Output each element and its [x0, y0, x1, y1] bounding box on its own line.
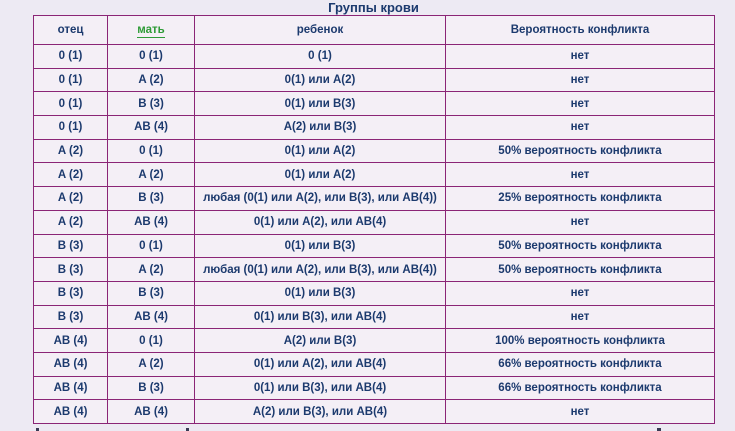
cell-child: A(2) или B(3), или AB(4) — [194, 399, 446, 424]
cell-child: любая (0(1) или A(2), или B(3), или AB(4… — [194, 257, 446, 282]
cell-father: B (3) — [33, 280, 108, 306]
cell-child: любая (0(1) или A(2), или B(3), или AB(4… — [194, 186, 446, 211]
cell-conflict: нет — [445, 44, 715, 69]
cell-conflict: 66% вероятность конфликта — [445, 351, 715, 377]
cell-conflict: нет — [445, 399, 715, 424]
cell-father: AB (4) — [33, 375, 108, 401]
table-row: AB (4) B (3) 0(1) или B(3), или AB(4) 66% в… — [33, 375, 715, 401]
cell-mother: 0 (1) — [107, 138, 195, 164]
cell-conflict: 50% вероятность конфликта — [445, 138, 715, 164]
cell-child: A(2) или B(3) — [194, 115, 446, 140]
table-row: 0 (1) B (3) 0(1) или B(3) нет — [33, 91, 715, 117]
cell-father: AB (4) — [33, 351, 108, 377]
cell-child: 0(1) или A(2) — [194, 138, 446, 164]
cell-father: A (2) — [33, 186, 108, 211]
table-row: B (3) 0 (1) 0(1) или B(3) 50% вероятность к… — [33, 233, 715, 259]
cell-conflict: нет — [445, 280, 715, 306]
table-row: A (2) 0 (1) 0(1) или A(2) 50% вероятность к… — [33, 138, 715, 164]
cell-father: A (2) — [33, 138, 108, 164]
cell-child: 0(1) или B(3) — [194, 233, 446, 259]
cell-child: 0(1) или A(2), или AB(4) — [194, 209, 446, 235]
mother-link[interactable]: мать — [137, 24, 165, 38]
cell-conflict: нет — [445, 162, 715, 188]
cell-conflict: 66% вероятность конфликта — [445, 375, 715, 401]
cell-child: 0(1) или A(2), или AB(4) — [194, 351, 446, 377]
header-mother: мать — [107, 15, 195, 45]
cell-father: 0 (1) — [33, 44, 108, 69]
cell-father: AB (4) — [33, 399, 108, 424]
cell-conflict: нет — [445, 209, 715, 235]
cell-child: 0(1) или B(3) — [194, 91, 446, 117]
cell-mother: AB (4) — [107, 399, 195, 424]
cell-father: B (3) — [33, 304, 108, 330]
cell-conflict: 25% вероятность конфликта — [445, 186, 715, 211]
cell-mother: B (3) — [107, 375, 195, 401]
header-father: отец — [33, 15, 108, 45]
cell-mother: B (3) — [107, 280, 195, 306]
cell-father: B (3) — [33, 257, 108, 282]
table-row: A (2) B (3) любая (0(1) или A(2), или B(3)… — [33, 186, 715, 211]
cell-father: B (3) — [33, 233, 108, 259]
cell-child: 0(1) или A(2) — [194, 67, 446, 93]
table-row: B (3) B (3) 0(1) или B(3) нет — [33, 280, 715, 306]
clipped-text-mark — [657, 428, 661, 431]
cell-father: 0 (1) — [33, 91, 108, 117]
blood-groups-table: отец мать ребенок Вероятность конфликта … — [33, 15, 715, 424]
cell-conflict: нет — [445, 67, 715, 93]
table-row: A (2) A (2) 0(1) или A(2) нет — [33, 162, 715, 188]
cell-conflict: нет — [445, 115, 715, 140]
cell-father: AB (4) — [33, 328, 108, 353]
cell-mother: A (2) — [107, 67, 195, 93]
table-row: AB (4) A (2) 0(1) или A(2), или AB(4) 66% в… — [33, 351, 715, 377]
cell-mother: 0 (1) — [107, 233, 195, 259]
cell-father: A (2) — [33, 209, 108, 235]
cell-conflict: нет — [445, 304, 715, 330]
cell-mother: B (3) — [107, 91, 195, 117]
cell-child: A(2) или B(3) — [194, 328, 446, 353]
cell-mother: AB (4) — [107, 304, 195, 330]
table-body: 0 (1) 0 (1) 0 (1) нет 0 (1) A (2) 0(1) или A(2… — [33, 44, 715, 424]
table-row: AB (4) 0 (1) A(2) или B(3) 100% вероятность… — [33, 328, 715, 353]
cell-child: 0(1) или A(2) — [194, 162, 446, 188]
cell-father: 0 (1) — [33, 115, 108, 140]
clipped-bottom-text — [0, 428, 735, 431]
cell-conflict: 50% вероятность конфликта — [445, 233, 715, 259]
cell-mother: B (3) — [107, 186, 195, 211]
table-row: 0 (1) AB (4) A(2) или B(3) нет — [33, 115, 715, 140]
clipped-text-mark — [186, 428, 189, 431]
table-row: A (2) AB (4) 0(1) или A(2), или AB(4) нет — [33, 209, 715, 235]
table-header: отец мать ребенок Вероятность конфликта — [33, 15, 715, 45]
table-row: B (3) AB (4) 0(1) или B(3), или AB(4) нет — [33, 304, 715, 330]
table-row: 0 (1) 0 (1) 0 (1) нет — [33, 44, 715, 69]
cell-child: 0 (1) — [194, 44, 446, 69]
cell-mother: A (2) — [107, 257, 195, 282]
cell-conflict: 100% вероятность конфликта — [445, 328, 715, 353]
clipped-text-mark — [36, 428, 39, 431]
cell-child: 0(1) или B(3), или AB(4) — [194, 375, 446, 401]
header-row: отец мать ребенок Вероятность конфликта — [33, 15, 715, 45]
cell-child: 0(1) или B(3), или AB(4) — [194, 304, 446, 330]
table-row: B (3) A (2) любая (0(1) или A(2), или B(3)… — [33, 257, 715, 282]
table-row: 0 (1) A (2) 0(1) или A(2) нет — [33, 67, 715, 93]
cell-child: 0(1) или B(3) — [194, 280, 446, 306]
cell-mother: 0 (1) — [107, 328, 195, 353]
table-row: AB (4) AB (4) A(2) или B(3), или AB(4) нет — [33, 399, 715, 424]
cell-mother: A (2) — [107, 162, 195, 188]
cell-mother: AB (4) — [107, 115, 195, 140]
cell-mother: 0 (1) — [107, 44, 195, 69]
cell-conflict: нет — [445, 91, 715, 117]
cell-father: A (2) — [33, 162, 108, 188]
cell-conflict: 50% вероятность конфликта — [445, 257, 715, 282]
header-child: ребенок — [194, 15, 446, 45]
cell-father: 0 (1) — [33, 67, 108, 93]
page-title: Группы крови — [328, 0, 419, 15]
cell-mother: A (2) — [107, 351, 195, 377]
header-conflict-probability: Вероятность конфликта — [445, 15, 715, 45]
cell-mother: AB (4) — [107, 209, 195, 235]
